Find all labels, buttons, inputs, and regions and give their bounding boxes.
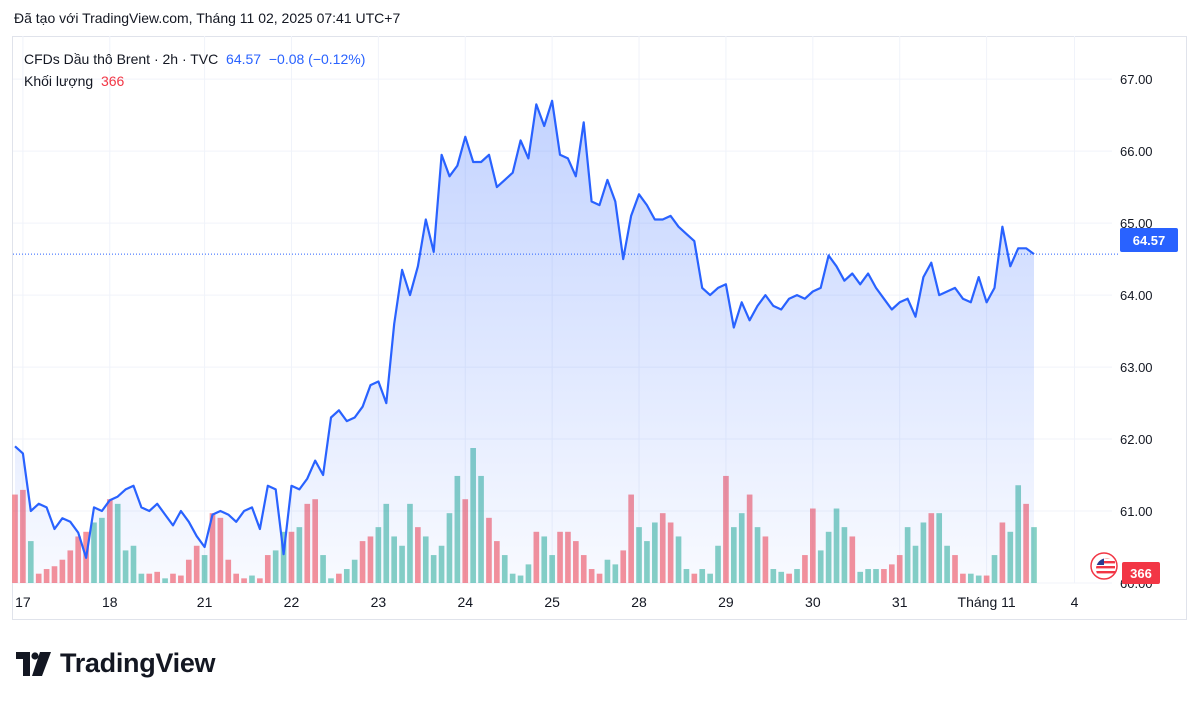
volume-value: 366 bbox=[100, 73, 125, 89]
price-line bbox=[14, 99, 1035, 559]
price-chart[interactable]: 67.0066.0065.0064.0063.0062.0061.0060.00… bbox=[12, 36, 1187, 620]
x-tick-label: 18 bbox=[102, 594, 118, 610]
chart-caption: Đã tạo với TradingView.com, Tháng 11 02,… bbox=[14, 10, 401, 26]
time-axis[interactable]: 17 18 21 22 23 24 25 28 29 30 31 Tháng 11 4 bbox=[15, 594, 1078, 610]
price-area bbox=[15, 100, 1034, 584]
tradingview-logo[interactable]: TradingView bbox=[16, 648, 216, 679]
legend-volume-row[interactable]: Khối lượng 366 bbox=[24, 70, 365, 92]
x-tick-label: 28 bbox=[631, 594, 647, 610]
last-price-tag: 64.57 bbox=[1120, 228, 1178, 252]
volume-tag: 366 bbox=[1122, 562, 1160, 584]
legend-symbol-row[interactable]: CFDs Dầu thô Brent · 2h · TVC 64.57 −0.0… bbox=[24, 48, 365, 70]
x-tick-label: 31 bbox=[892, 594, 908, 610]
symbol-title[interactable]: CFDs Dầu thô Brent · 2h · TVC bbox=[24, 51, 219, 67]
tradingview-logo-icon bbox=[16, 651, 51, 676]
chart-frame bbox=[12, 36, 1187, 620]
x-tick-label: 29 bbox=[718, 594, 734, 610]
x-tick-label: 21 bbox=[197, 594, 213, 610]
x-tick-label: 25 bbox=[544, 594, 560, 610]
x-tick-label: 24 bbox=[457, 594, 473, 610]
x-tick-label: Tháng 11 bbox=[958, 594, 1016, 610]
x-tick-label: 30 bbox=[805, 594, 821, 610]
y-tick-label: 65.00 bbox=[1120, 216, 1153, 231]
last-price-value: 64.57 bbox=[226, 51, 262, 67]
y-tick-label: 67.00 bbox=[1120, 72, 1153, 87]
tradingview-logo-text: TradingView bbox=[60, 648, 216, 678]
y-tick-label: 61.00 bbox=[1120, 504, 1153, 519]
x-tick-label: 22 bbox=[284, 594, 300, 610]
us-flag-icon bbox=[1090, 552, 1118, 580]
volume-label: Khối lượng bbox=[24, 73, 94, 89]
x-tick-label: 23 bbox=[371, 594, 387, 610]
chart-legend: CFDs Dầu thô Brent · 2h · TVC 64.57 −0.0… bbox=[24, 48, 365, 92]
y-tick-label: 62.00 bbox=[1120, 432, 1153, 447]
y-tick-label: 66.00 bbox=[1120, 144, 1153, 159]
x-tick-label: 4 bbox=[1071, 594, 1079, 610]
price-change-value: −0.08 (−0.12%) bbox=[268, 51, 366, 67]
y-tick-label: 64.00 bbox=[1120, 288, 1153, 303]
x-tick-label: 17 bbox=[15, 594, 31, 610]
y-tick-label: 63.00 bbox=[1120, 360, 1153, 375]
